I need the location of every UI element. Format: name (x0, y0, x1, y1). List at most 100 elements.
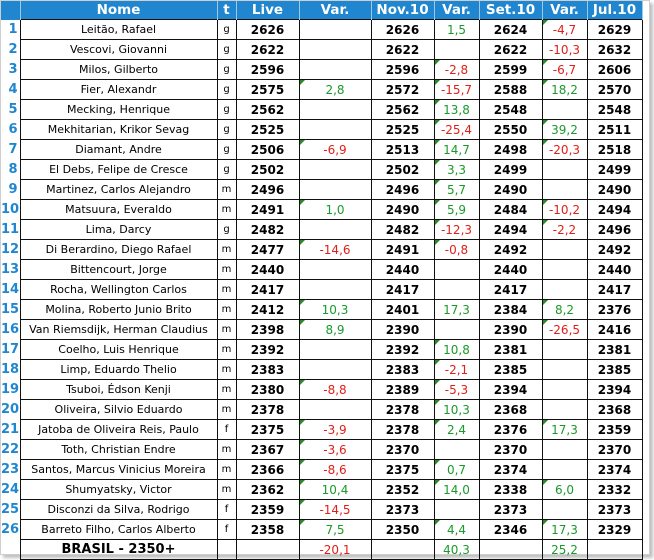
cell-nov10: 2525 (370, 119, 435, 140)
cell-var-live (298, 179, 372, 200)
cell-set10: 2417 (478, 279, 543, 300)
cell-jul10: 2374 (586, 459, 643, 480)
table-row: 11 Lima, Darcy g 2482 2482 -12,3 2494 -2,2 2496 (1, 219, 643, 240)
cell-rank: 9 (1, 179, 20, 200)
cell-set10: 2440 (478, 259, 543, 280)
cell-live: 2375 (235, 419, 300, 440)
comment-marker-icon (299, 380, 305, 385)
cell-set10: 2548 (478, 99, 543, 120)
comment-marker-icon (299, 420, 305, 425)
cell-var-set: -20,3 (541, 139, 588, 160)
cell-name: Diamant, Andre (19, 139, 218, 160)
table-row: 19 Tsuboi, Édson Kenji m 2380 -8,8 2389 -5,3 23… (1, 379, 643, 400)
cell-nov10: 2596 (370, 59, 435, 80)
table-row: 13 Bittencourt, Jorge m 2440 2440 2440 2440 (1, 259, 643, 280)
cell-var-live (298, 99, 372, 120)
cell-rank: 10 (1, 199, 20, 220)
comment-marker-icon (434, 380, 440, 385)
comment-marker-icon (542, 200, 548, 205)
cell-nov10: 2562 (370, 99, 435, 120)
cell-jul10: 2548 (586, 99, 643, 120)
comment-marker-icon (299, 240, 305, 245)
cell-name: Jatoba de Oliveira Reis, Paulo (19, 419, 218, 440)
footer-live (235, 539, 300, 560)
header-nov10: Nov.10 (371, 1, 435, 20)
comment-marker-icon (434, 460, 440, 465)
cell-var-nov: 13,8 (433, 99, 480, 120)
cell-jul10: 2490 (586, 179, 643, 200)
cell-live: 2417 (235, 279, 300, 300)
cell-type: m (216, 279, 237, 300)
table-row: 15 Molina, Roberto Junio Brito m 2412 10,3 24… (1, 299, 643, 320)
cell-var-nov: -2,8 (433, 59, 480, 80)
comment-marker-icon (542, 420, 548, 425)
cell-name: Santos, Marcus Vinicius Moreira (19, 459, 218, 480)
cell-type: m (216, 379, 237, 400)
cell-type: m (216, 259, 237, 280)
comment-marker-icon (434, 360, 440, 365)
cell-name: Mecking, Henrique (19, 99, 218, 120)
cell-var-nov: 3,3 (433, 159, 480, 180)
cell-jul10: 2440 (586, 259, 643, 280)
cell-var-nov: 5,7 (433, 179, 480, 200)
cell-var-live (298, 119, 372, 140)
cell-jul10: 2518 (586, 139, 643, 160)
table-row: 20 Oliveira, Silvio Eduardo m 2378 2378 10,3 2… (1, 399, 643, 420)
cell-set10: 2484 (478, 199, 543, 220)
comment-marker-icon (542, 220, 548, 225)
cell-var-live: 10,4 (298, 479, 372, 500)
comment-marker-icon (434, 420, 440, 425)
cell-var-live (298, 219, 372, 240)
cell-type: g (216, 59, 237, 80)
cell-set10: 2499 (478, 159, 543, 180)
cell-rank: 16 (1, 319, 20, 340)
cell-nov10: 2373 (370, 499, 435, 520)
cell-live: 2412 (235, 299, 300, 320)
cell-set10: 2381 (478, 339, 543, 360)
cell-rank: 6 (1, 119, 20, 140)
cell-live: 2506 (235, 139, 300, 160)
cell-live: 2367 (235, 439, 300, 460)
cell-var-nov: -5,3 (433, 379, 480, 400)
cell-var-live (298, 59, 372, 80)
cell-jul10: 2394 (586, 379, 643, 400)
cell-rank: 21 (1, 419, 20, 440)
cell-jul10: 2332 (586, 479, 643, 500)
cell-name: Lima, Darcy (19, 219, 218, 240)
comment-marker-icon (434, 180, 440, 185)
cell-var-nov (433, 39, 480, 60)
cell-rank: 18 (1, 359, 20, 380)
cell-rank: 22 (1, 439, 20, 460)
cell-jul10: 2381 (586, 339, 643, 360)
cell-nov10: 2389 (370, 379, 435, 400)
cell-var-nov (433, 319, 480, 340)
cell-nov10: 2352 (370, 479, 435, 500)
footer-var-live: -20,1 (298, 539, 372, 560)
cell-rank: 25 (1, 499, 20, 520)
cell-var-live (298, 259, 372, 280)
cell-var-set (541, 399, 588, 420)
cell-type: m (216, 399, 237, 420)
cell-rank: 4 (1, 79, 20, 100)
table-row: 21 Jatoba de Oliveira Reis, Paulo f 2375 -3,… (1, 419, 643, 440)
comment-marker-icon (434, 200, 440, 205)
cell-var-live: -6,9 (298, 139, 372, 160)
cell-rank: 13 (1, 259, 20, 280)
cell-rank: 26 (1, 519, 20, 540)
cell-live: 2491 (235, 199, 300, 220)
cell-var-set: -6,7 (541, 59, 588, 80)
cell-var-nov: 5,9 (433, 199, 480, 220)
cell-live: 2622 (235, 39, 300, 60)
cell-set10: 2498 (478, 139, 543, 160)
footer-set (478, 539, 543, 560)
cell-var-nov: 14,7 (433, 139, 480, 160)
cell-var-set: 6,0 (541, 479, 588, 500)
comment-marker-icon (434, 240, 440, 245)
table-row: 17 Coelho, Luis Henrique m 2392 2392 10,8 2381… (1, 339, 643, 360)
cell-jul10: 2496 (586, 219, 643, 240)
comment-marker-icon (542, 120, 548, 125)
cell-set10: 2390 (478, 319, 543, 340)
table-row: 2 Vescovi, Giovanni g 2622 2622 2622 -10,3 2632 (1, 39, 643, 60)
cell-var-nov: 1,5 (433, 19, 480, 40)
